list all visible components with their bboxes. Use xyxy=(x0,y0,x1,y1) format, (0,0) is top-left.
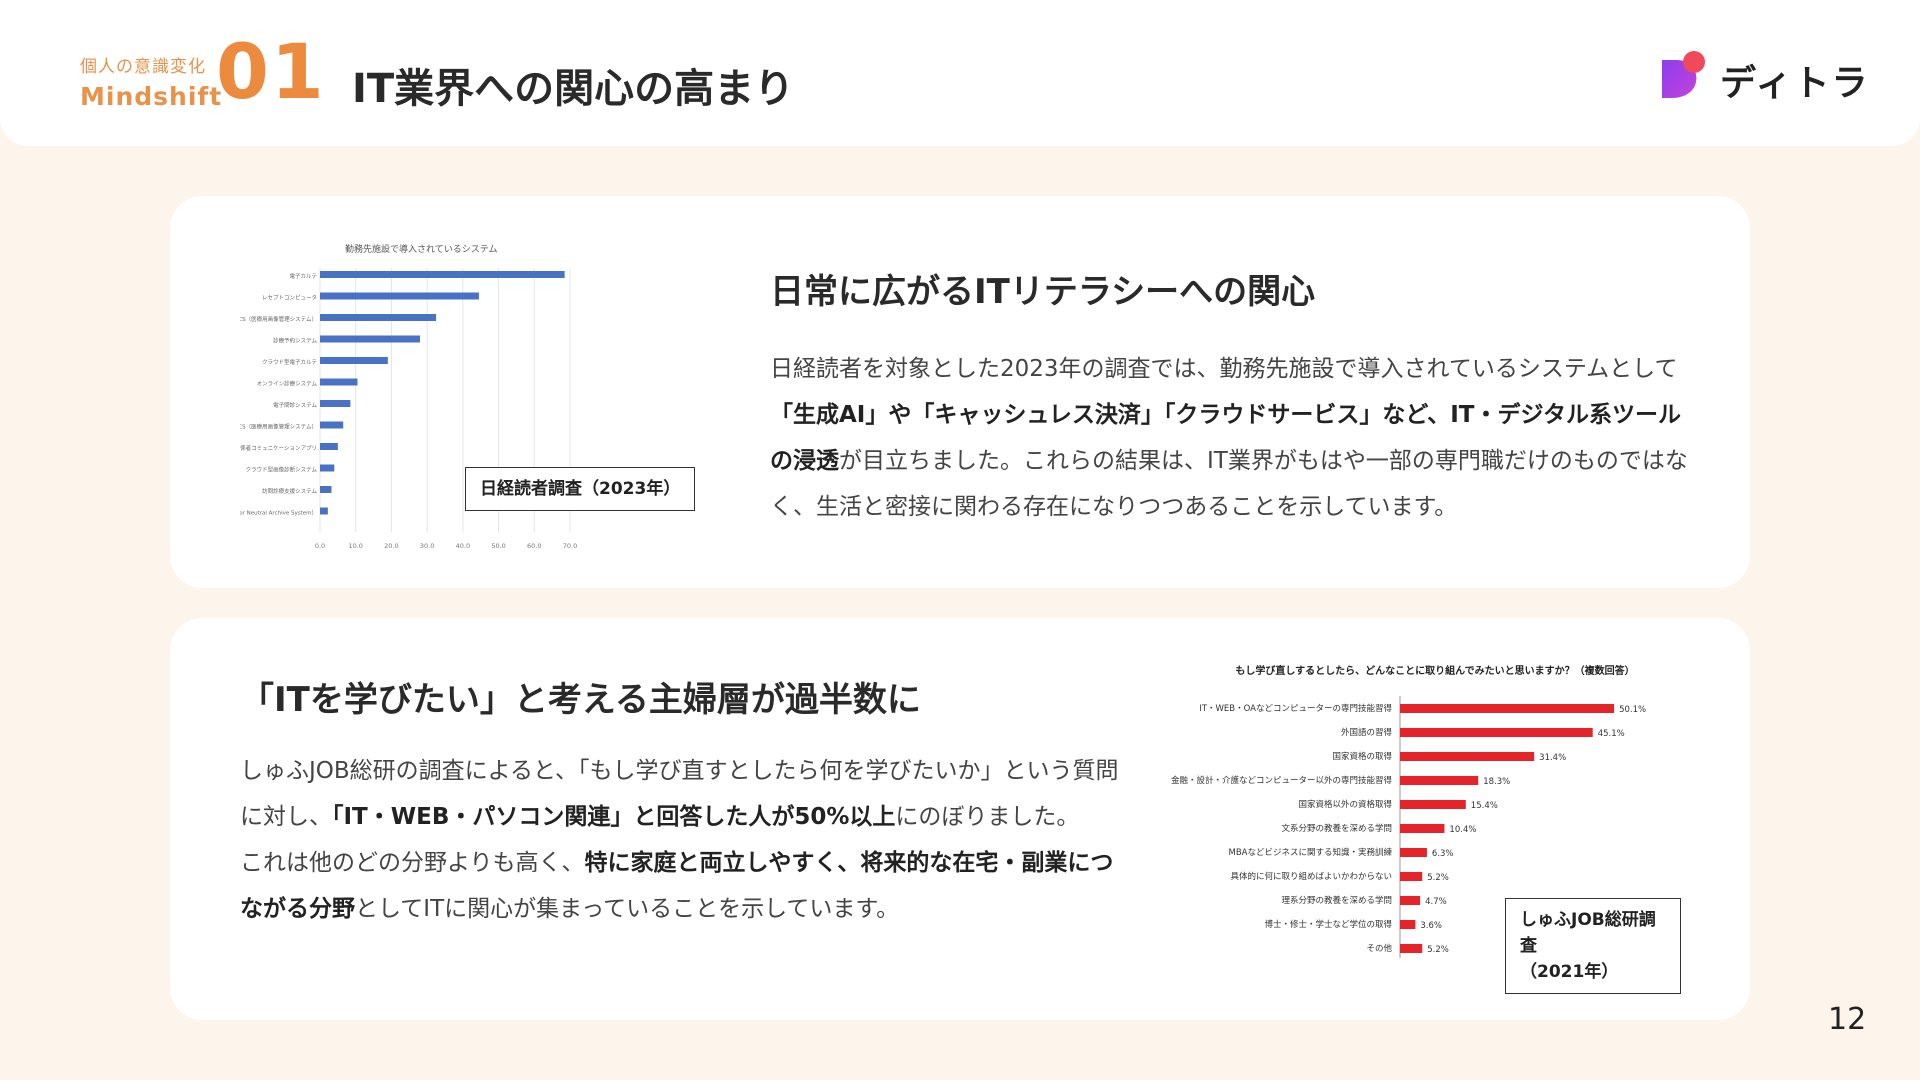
card2-title: 「ITを学びたい」と考える主婦層が過半数に xyxy=(240,680,921,720)
chart2-bar xyxy=(1400,920,1416,929)
chart1-tick-label: 40.0 xyxy=(456,542,470,550)
chart1-tick-label: 70.0 xyxy=(563,542,577,550)
chart2-value-label: 31.4% xyxy=(1539,753,1566,763)
card2-body1-segment: 「IT・WEB・パソコン関連」と回答した人が50%以上 xyxy=(332,804,896,830)
section-number: 01 xyxy=(216,27,326,116)
chart2-value-label: 18.3% xyxy=(1483,777,1510,787)
chart2-category-label: IT・WEB・OAなどコンピューターの専門技能習得 xyxy=(1199,703,1392,714)
logo-icon xyxy=(1662,51,1705,98)
header-bar: 個人の意識変化 Mindshift 01 IT業界への関心の高まり ディトラ xyxy=(0,0,1920,146)
chart1-category-label: クラウド型PACS（医療用画像管理システム） xyxy=(240,423,317,431)
card2-paragraph-1: しゅふJOB総研の調査によると、「もし学び直すとしたら何を学びたいか」という質問… xyxy=(240,748,1120,840)
systems-bar-chart: 勤務先施設で導入されているシステム 0.0 10.0 20.0 30.0 40.0 50.0… xyxy=(240,243,577,550)
chart2-bar xyxy=(1400,704,1615,713)
chart2-bar xyxy=(1400,824,1445,833)
card-it-literacy: 勤務先施設で導入されているシステム 0.0 10.0 20.0 30.0 40.0 50.0… xyxy=(170,196,1750,588)
chart1-category-label: レセプトコンピュータ xyxy=(262,294,317,302)
chart1-bar xyxy=(320,271,565,278)
chart1-bar xyxy=(320,314,437,321)
chart1-bar xyxy=(320,443,338,450)
chart1-bar xyxy=(320,292,479,300)
chart1-category-label: VNAシステム（Vendor Neutral Archive System） xyxy=(240,510,317,517)
chart2-value-label: 50.1% xyxy=(1619,705,1646,715)
card1-body: 日経読者を対象とした2023年の調査では、勤務先施設で導入されているシステムとし… xyxy=(770,346,1700,530)
chart1-tick-label: 60.0 xyxy=(527,542,541,550)
source-line-2: （2021年） xyxy=(1520,962,1619,982)
chart1-bar xyxy=(320,507,328,515)
chart1-bar xyxy=(320,335,420,343)
chart2-bar xyxy=(1400,752,1535,761)
chart1-bar xyxy=(320,378,358,386)
chart2-category-label: 国家資格以外の資格取得 xyxy=(1298,799,1392,810)
chart2-category-label: 外国語の習得 xyxy=(1341,727,1393,738)
chart2-category-label: 具体的に何に取り組めばよいかわからない xyxy=(1230,871,1392,882)
section-label-jp: 個人の意識変化 xyxy=(80,57,206,77)
chart1-category-label: PACS（医療用画像管理システム） xyxy=(240,315,317,323)
chart2-value-label: 45.1% xyxy=(1598,729,1625,739)
chart1-category-label: 電子カルテ xyxy=(289,273,317,280)
chart2-category-label: 国家資格の取得 xyxy=(1332,751,1392,762)
card2-body: しゅふJOB総研の調査によると、「もし学び直すとしたら何を学びたいか」という質問… xyxy=(240,748,1120,932)
card1-body-segment: 「生成AI」や「キャッシュレス決済」「クラウドサービス」など、IT・デジタル系ツ… xyxy=(770,402,1682,474)
card-housewives-it: 「ITを学びたい」と考える主婦層が過半数に しゅふJOB総研の調査によると、「も… xyxy=(170,618,1750,1020)
chart2-bar xyxy=(1400,800,1466,809)
chart2-bar xyxy=(1400,944,1423,953)
card2-body2-segment: 特に家庭と両立しやすく、将来的な在宅・副業につながる分野 xyxy=(240,850,1114,922)
chart1-title: 勤務先施設で導入されているシステム xyxy=(345,243,497,255)
chart2-bar xyxy=(1400,896,1421,905)
logo-text: ディトラ xyxy=(1720,63,1870,104)
source-line-1: しゅふJOB総研調査 xyxy=(1520,910,1656,956)
chart2-value-label: 10.4% xyxy=(1449,825,1476,835)
chart2-value-label: 3.6% xyxy=(1420,921,1442,931)
chart2-value-label: 5.2% xyxy=(1427,945,1449,955)
chart2-bar xyxy=(1400,728,1593,737)
chart2-category-label: MBAなどビジネスに関する知識・実務訓練 xyxy=(1229,847,1393,858)
chart2-value-label: 4.7% xyxy=(1425,897,1447,907)
chart2-value-label: 6.3% xyxy=(1432,849,1454,859)
chart2-category-label: その他 xyxy=(1366,943,1392,954)
page-title: IT業界への関心の高まり xyxy=(352,66,795,112)
chart2-value-label: 15.4% xyxy=(1471,801,1498,811)
chart1-category-label: クラウド型画像診断システム xyxy=(246,466,318,474)
chart1-tick-label: 10.0 xyxy=(348,542,362,550)
page-number: 12 xyxy=(1828,1002,1867,1037)
chart2-category-label: 文系分野の教養を深める学問 xyxy=(1281,823,1392,834)
chart1-category-label: 診療予約システム xyxy=(273,337,317,345)
chart1-category-label: オンライン診療システム xyxy=(257,380,318,388)
chart1-bar xyxy=(320,357,388,364)
chart1-bar xyxy=(320,421,344,429)
chart2-title: もし学び直しするとしたら、どんなことに取り組んでみたいと思いますか？（複数回答） xyxy=(1235,664,1634,677)
source-badge-nikkei: 日経読者調査（2023年） xyxy=(465,467,696,511)
chart2-bar xyxy=(1400,848,1427,857)
chart2-value-label: 5.2% xyxy=(1427,873,1449,883)
chart1-category-label: 訪問診療支援システム xyxy=(262,487,317,495)
card2-paragraph-2: これは他のどの分野よりも高く、特に家庭と両立しやすく、将来的な在宅・副業につなが… xyxy=(240,840,1120,932)
card2-body2-segment: としてITに関心が集まっていることを示しています。 xyxy=(355,896,900,922)
chart1-tick-label: 20.0 xyxy=(384,542,398,550)
card1-title: 日常に広がるITリテラシーへの関心 xyxy=(770,272,1316,312)
chart1-tick-label: 50.0 xyxy=(491,542,505,550)
card2-body1-segment: しゅふJOB総研の調査によると、「もし学び直すとしたら何を学びたいか」という質問… xyxy=(240,758,1119,830)
section-label-en: Mindshift xyxy=(80,82,223,111)
card1-body-segment: 日経読者を対象とした2023年の調査では、勤務先施設で導入されているシステムとし… xyxy=(770,356,1678,382)
chart2-category-label: 金融・設計・介護などコンピューター以外の専門技能習得 xyxy=(1171,775,1393,786)
chart1-bar xyxy=(320,464,335,472)
chart2-bar xyxy=(1400,776,1479,785)
chart1-bar xyxy=(320,486,332,493)
chart1-category-label: クラウド型電子カルテ xyxy=(262,358,318,366)
chart2-category-label: 博士・修士・学士など学位の取得 xyxy=(1264,919,1392,930)
chart2-bar xyxy=(1400,872,1423,881)
chart1-category-label: 電子問診システム xyxy=(273,401,317,409)
chart1-tick-label: 0.0 xyxy=(315,542,325,550)
card1-body-segment: が目立ちました。これらの結果は、IT業界がもはや一部の専門職だけのものではなく、… xyxy=(770,448,1688,520)
source-badge-shufujob: しゅふJOB総研調査 （2021年） xyxy=(1505,898,1681,994)
chart1-category-label: 医療関係者コミュニケーションアプリ xyxy=(240,444,317,452)
chart1-bar xyxy=(320,400,351,407)
chart2-category-label: 理系分野の教養を深める学問 xyxy=(1281,895,1392,906)
card2-body2-segment: これは他のどの分野よりも高く、 xyxy=(240,850,585,876)
relearning-bar-chart: もし学び直しするとしたら、どんなことに取り組んでみたいと思いますか？（複数回答）… xyxy=(1171,664,1646,958)
card2-body1-segment: にのぼりました。 xyxy=(895,804,1080,830)
chart1-tick-label: 30.0 xyxy=(420,542,434,550)
